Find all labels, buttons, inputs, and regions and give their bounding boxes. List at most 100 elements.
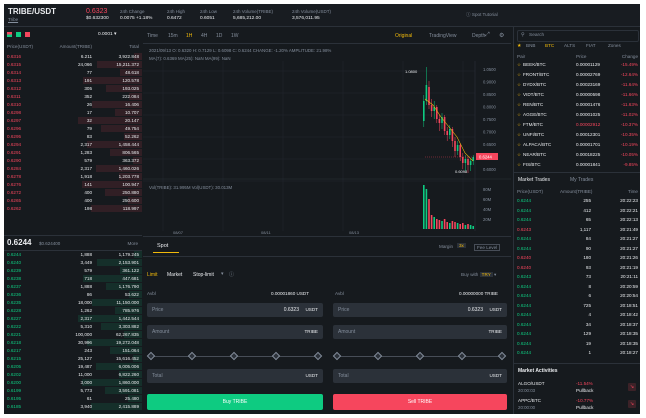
ask-row[interactable]: 0.6284 2,317 1,460.026 [4,165,142,172]
ask-row[interactable]: 0.6298 17 10.707 [4,109,142,116]
favorite-star-icon[interactable]: ☆ [517,82,522,87]
favorite-star-icon[interactable]: ☆ [517,72,522,77]
ask-row[interactable]: 0.6297 32 20.147 [4,117,142,124]
ask-row[interactable]: 0.6316 6.211 3,922.848 [4,53,142,60]
ask-row[interactable]: 0.6276 141 100.947 [4,181,142,188]
slider-step-100[interactable] [497,351,507,361]
margin-label[interactable]: Margin [439,244,454,249]
favorite-star-icon[interactable]: ☆ [517,62,522,67]
ask-row[interactable]: 0.6310 26 16.406 [4,101,142,108]
favorite-star-icon[interactable]: ★ [517,43,522,49]
token-link[interactable]: Tribe [8,17,19,22]
sell-total-field[interactable]: Total USDT [333,369,507,383]
market-pair-row[interactable]: ☆ AGGE/BTC 0.00001025 -11.02% [514,111,640,118]
more-link[interactable]: More [127,241,138,246]
favorite-star-icon[interactable]: ☆ [517,142,522,147]
bid-row[interactable]: 0.6215 25,127 15,616.452 [4,355,142,362]
tab-market-trades[interactable]: Market Trades [518,177,550,183]
view-original[interactable]: Original [395,33,413,39]
timeframe-15m[interactable]: 15m [168,33,178,39]
bid-row[interactable]: 0.6228 1,262 785.976 [4,307,142,314]
slider-handle[interactable] [332,351,342,361]
bid-row[interactable]: 0.6217 243 151.064 [4,347,142,354]
market-pair-row[interactable]: ☆ DYDX/BTC 0.00023169 -11.64% [514,81,640,88]
slider-step-50[interactable] [415,351,425,361]
ask-row[interactable]: 0.6296 79 49.754 [4,125,142,132]
bid-row[interactable]: 0.6237 1,888 1,176.790 [4,283,142,290]
activity-item[interactable]: ALGO/USDT 20:00:03 -11.54% Pullback ↘ [514,381,640,397]
bid-row[interactable]: 0.6240 3,449 2,153.901 [4,259,142,266]
tab-my-trades[interactable]: My Trades [570,177,594,183]
slider-step-25[interactable] [373,351,383,361]
favorite-star-icon[interactable]: ☆ [517,162,522,167]
ask-row[interactable]: 0.6272 400 250.880 [4,189,142,196]
slider-handle[interactable] [146,351,156,361]
ask-row[interactable]: 0.6291 1,283 806.565 [4,149,142,156]
ask-row[interactable]: 0.6313 191 120.578 [4,77,142,84]
timeframe-1h[interactable]: 1H [186,33,193,39]
bid-row[interactable]: 0.6227 2,317 1,442.544 [4,315,142,322]
favorite-star-icon[interactable]: ☆ [517,122,522,127]
expand-icon[interactable]: ⤢ [485,32,490,38]
slider-step-50[interactable] [229,351,239,361]
market-pair-row[interactable]: ☆ BEEK/BTC 0.00001129 -15.49% [514,61,640,68]
ask-row[interactable]: 0.6312 305 193.025 [4,85,142,92]
market-pair-row[interactable]: ☆ FRONT/BTC 0.00002769 -12.64% [514,71,640,78]
ask-row[interactable]: 0.6262 198 118.997 [4,205,142,212]
buy-price-field[interactable]: Price 0.6323 USDT [147,303,323,317]
type-market[interactable]: Market [167,272,183,278]
market-pair-row[interactable]: ☆ NEAR/BTC 0.00018225 -10.05% [514,151,640,158]
bid-row[interactable]: 0.6221 100,000 62,267.835 [4,331,142,338]
market-tab-alts[interactable]: ALTS [564,43,576,48]
buy-button[interactable]: Buy TRIBE [147,394,323,410]
market-pair-row[interactable]: ☆ FTM/BTC 0.00002912 -10.37% [514,121,640,128]
ask-row[interactable]: 0.6295 83 52.262 [4,133,142,140]
slider-step-75[interactable] [271,351,281,361]
bid-row[interactable]: 0.6244 1,888 1,179.245 [4,251,142,258]
info-icon[interactable]: ⓘ [229,272,235,278]
book-both-icon[interactable] [7,32,12,37]
ask-row[interactable]: 0.6278 1,918 1,203.778 [4,173,142,180]
activity-item[interactable]: APPC/BTC 20:00:00 -10.77% Pullback ↘ [514,398,640,414]
favorite-star-icon[interactable]: ☆ [517,102,522,107]
bid-row[interactable]: 0.6236 86 53.622 [4,291,142,298]
market-tab-bnb[interactable]: BNB [526,43,536,48]
view-tradingview[interactable]: TradingView [429,33,457,39]
type-limit[interactable]: Limit [147,272,158,278]
market-tab-btc[interactable]: BTC [545,43,555,48]
book-bids-icon[interactable] [16,32,21,37]
chevron-down-icon[interactable]: ▾ [221,271,224,277]
ask-row[interactable]: 0.6314 77 48.618 [4,69,142,76]
ask-row[interactable]: 0.6290 579 363.372 [4,157,142,164]
slider-step-75[interactable] [457,351,467,361]
market-search[interactable]: ⚲ Search [517,30,639,42]
tab-spot[interactable]: Spot [157,243,169,249]
market-tab-fiat[interactable]: FIAT [586,43,596,48]
buy-amount-field[interactable]: Amount TRIBE [147,325,323,339]
type-stop-limit[interactable]: Stop-limit [193,272,214,278]
market-pair-row[interactable]: ☆ ALPACA/BTC 0.00001701 -10.19% [514,141,640,148]
bid-row[interactable]: 0.6238 718 447.681 [4,275,142,282]
market-pair-row[interactable]: ☆ FIS/BTC 0.00001841 -9.85% [514,161,640,168]
timeframe-time[interactable]: Time [147,33,158,39]
bid-row[interactable]: 0.6239 579 361.122 [4,267,142,274]
precision-select[interactable]: 0.0001 ▾ [98,32,116,37]
favorite-star-icon[interactable]: ☆ [517,152,522,157]
bid-row[interactable]: 0.6218 30,996 19,272.048 [4,339,142,346]
buy-total-field[interactable]: Total USDT [147,369,323,383]
favorite-star-icon[interactable]: ☆ [517,132,522,137]
slider-step-100[interactable] [313,351,323,361]
market-pair-row[interactable]: ☆ UNFI/BTC 0.00012301 -10.35% [514,131,640,138]
market-pair-row[interactable]: ☆ REN/BTC 0.00001476 -11.63% [514,101,640,108]
sell-button[interactable]: Sell TRIBE [333,394,507,410]
timeframe-1d[interactable]: 1D [216,33,223,39]
buy-with-toggle[interactable]: Buy with TRY ▾ [461,272,496,278]
book-asks-icon[interactable] [25,32,30,37]
sell-price-field[interactable]: Price 0.6323 USDT [333,303,507,317]
bid-row[interactable]: 0.6195 61 25.480 [4,395,142,402]
bid-row[interactable]: 0.6185 3,940 2,415.889 [4,403,142,410]
sell-amount-field[interactable]: Amount TRIBE [333,325,507,339]
favorite-star-icon[interactable]: ☆ [517,112,522,117]
bid-row[interactable]: 0.6199 5,773 3,591.081 [4,387,142,394]
spot-tutorial-link[interactable]: ⓘ Spot Tutorial [466,12,498,18]
